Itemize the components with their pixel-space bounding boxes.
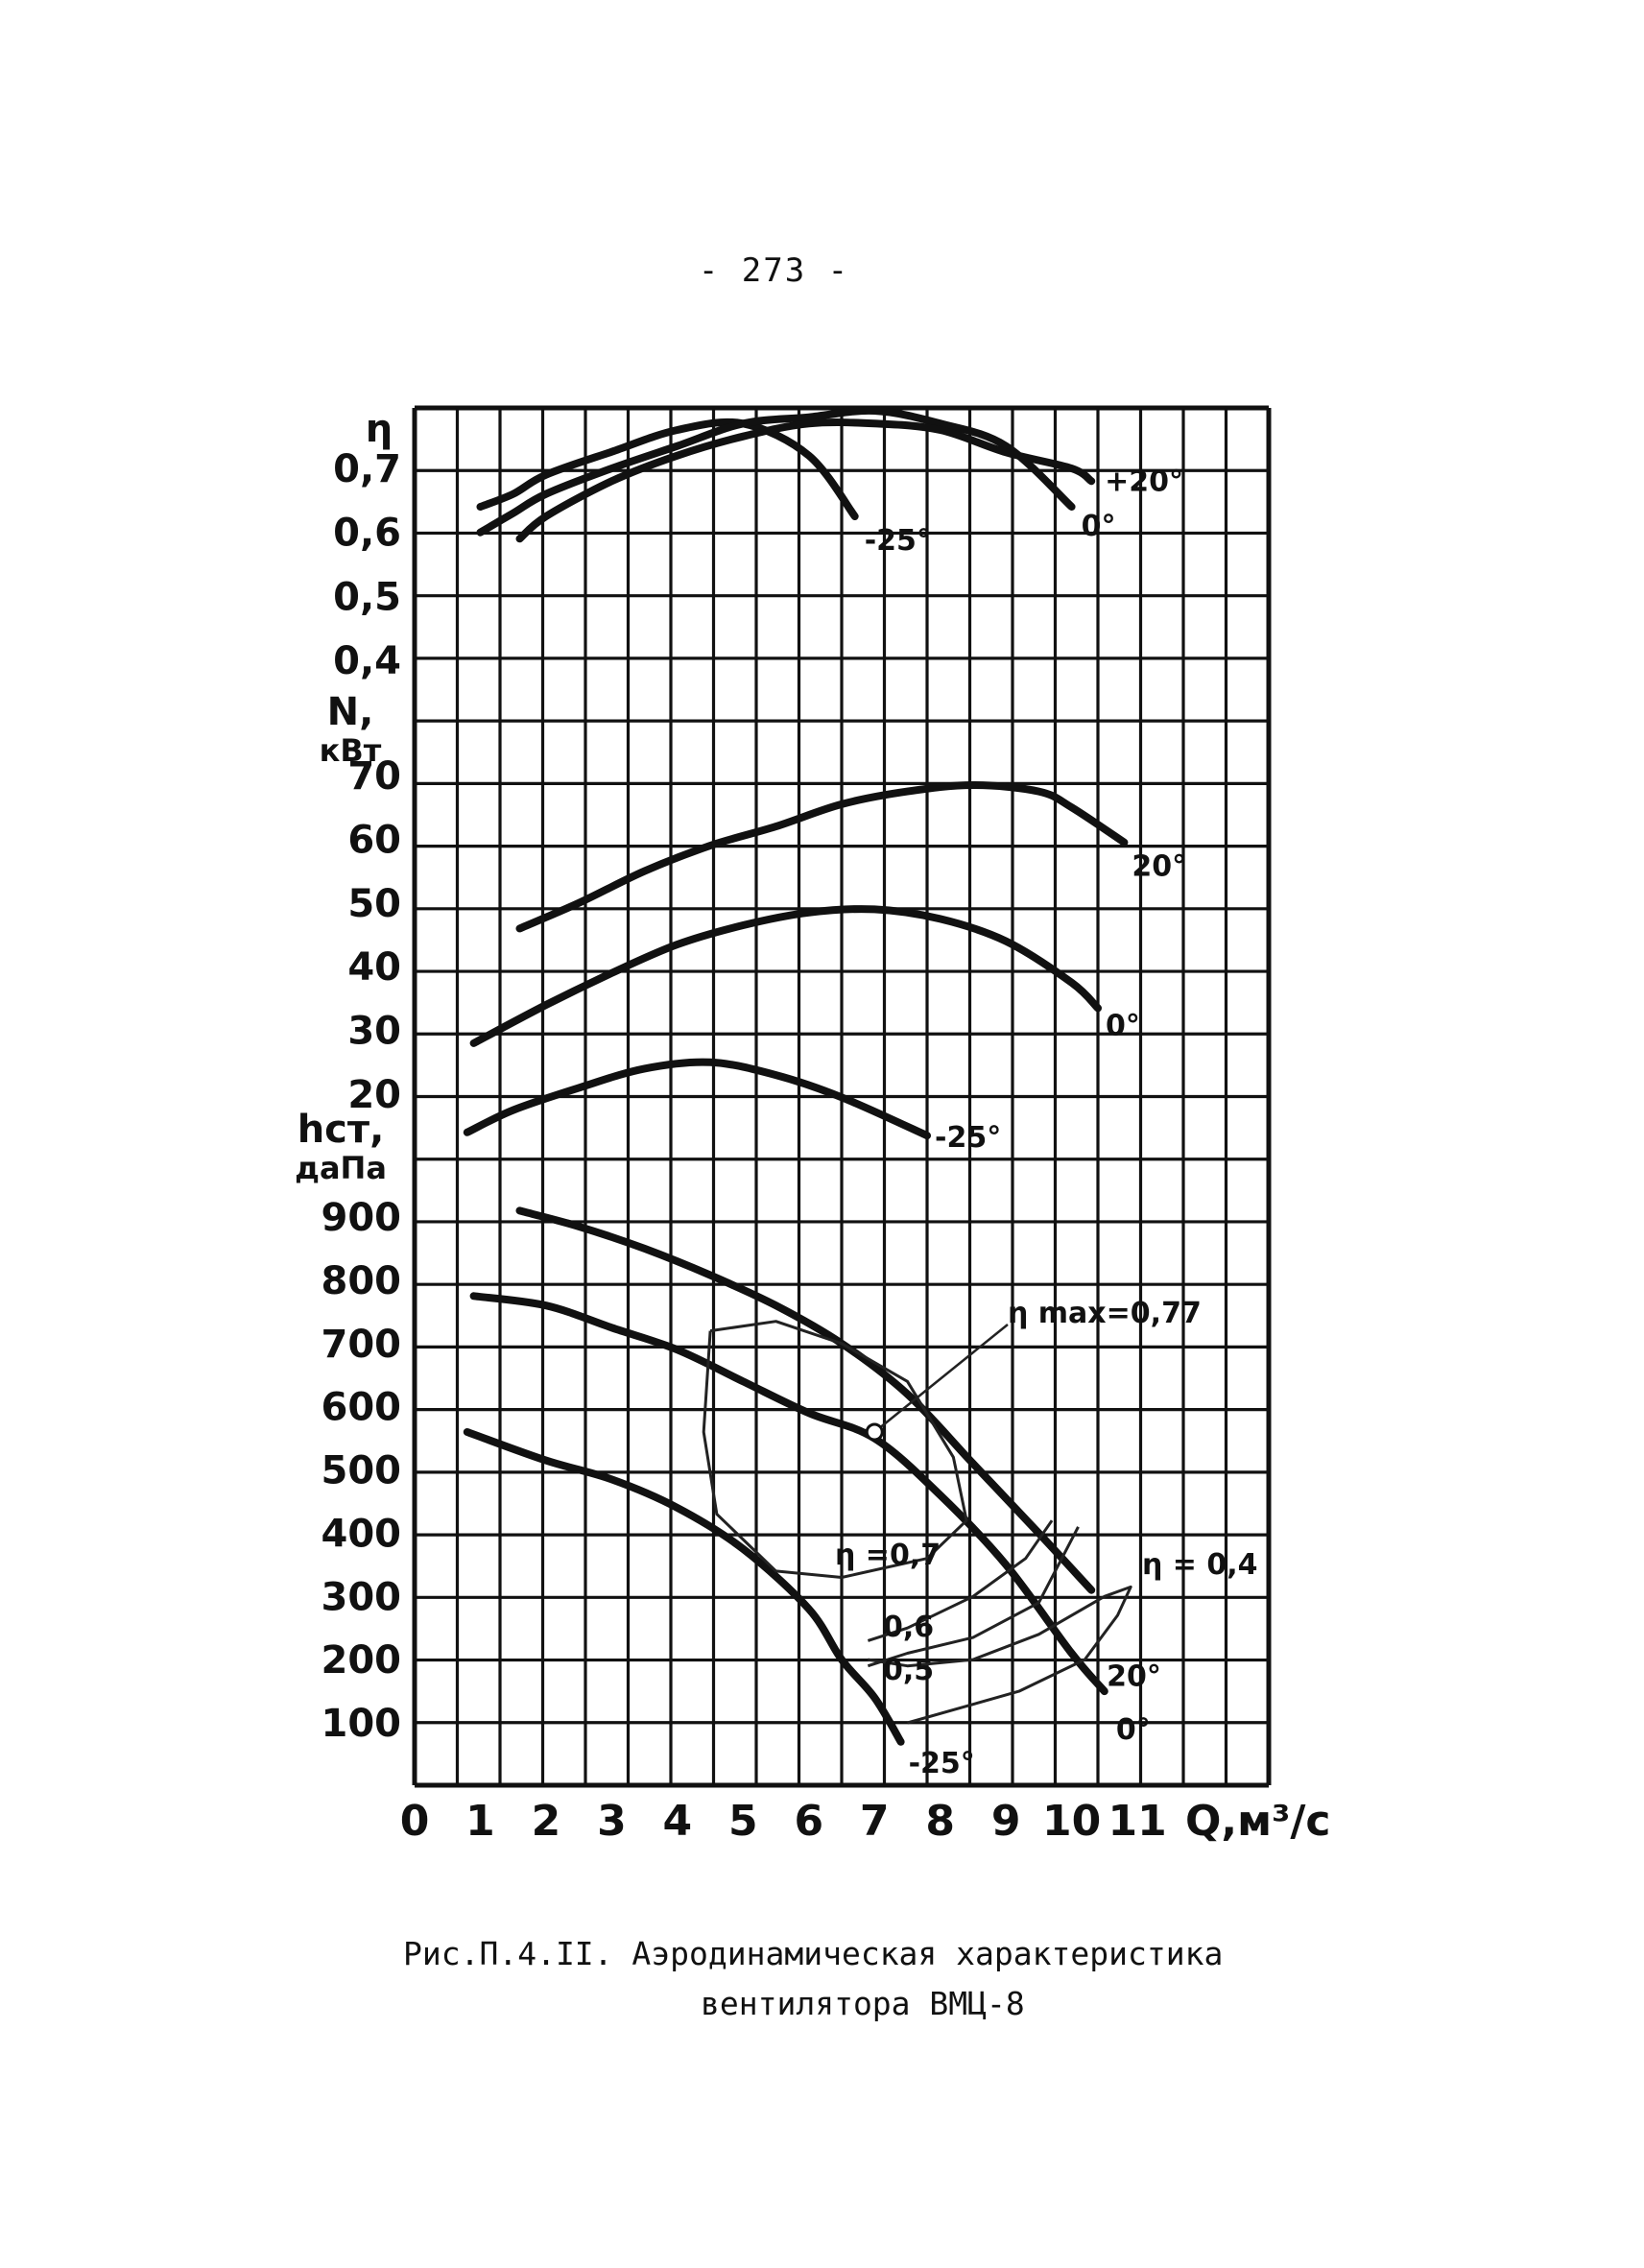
y-axis-label-part: кВт — [320, 732, 382, 769]
series-label-power: 0° — [1106, 1009, 1140, 1042]
y-tick-label-efficiency: 0,6 — [333, 512, 401, 556]
contour-label: η = 0,4 — [1142, 1548, 1258, 1582]
series-label-efficiency: +20° — [1105, 465, 1183, 498]
x-tick-label: 2 — [532, 1797, 561, 1846]
y-tick-label-pressure: 900 — [322, 1196, 402, 1240]
y-axis-label-efficiency: η — [366, 407, 393, 451]
curve-pressure--25° — [463, 1428, 905, 1746]
efficiency-contour — [867, 1526, 1080, 1668]
series-label-pressure: 0° — [1116, 1713, 1151, 1747]
y-axis-label-part: N, — [327, 690, 374, 734]
y-tick-label-pressure: 700 — [322, 1323, 402, 1367]
curve-efficiency-0° — [476, 406, 1076, 537]
y-tick-label-efficiency: 0,7 — [333, 447, 401, 491]
y-tick-label-power: 40 — [347, 945, 401, 990]
series-label-efficiency: -25° — [865, 524, 931, 558]
annotation-leader — [873, 1324, 1009, 1433]
y-tick-label-pressure: 200 — [322, 1638, 402, 1683]
x-tick-label: 9 — [991, 1797, 1021, 1846]
x-tick-label: 4 — [663, 1797, 693, 1846]
series-label-efficiency: 0° — [1082, 510, 1116, 543]
y-axis-label-pressure: hст, даПа — [295, 1108, 387, 1186]
x-tick-label: 7 — [860, 1797, 890, 1846]
efficiency-contour — [702, 1320, 968, 1579]
curve-pressure-0° — [469, 1292, 1108, 1696]
y-axis-label-part: hст, — [298, 1108, 385, 1152]
x-tick-label: 3 — [597, 1797, 627, 1846]
y-tick-label-power: 70 — [347, 754, 401, 799]
y-tick-label-pressure: 800 — [322, 1259, 402, 1303]
x-tick-label: 5 — [728, 1797, 758, 1846]
y-tick-label-power: 60 — [347, 818, 401, 862]
chart-labels: 0 1 2 3 4 5 6 7 8 9 10 11 Q,м³/с 0,7 0,6 0,5 0,4 η -25° 0° +… — [295, 407, 1330, 1846]
x-tick-label: 10 — [1042, 1797, 1101, 1846]
series-label-power: 20° — [1132, 850, 1186, 884]
contour-label: η =0,7 — [835, 1539, 941, 1572]
x-axis-label: Q,м³/с — [1185, 1797, 1331, 1846]
y-axis-label-part: даПа — [295, 1150, 387, 1186]
y-tick-label-power: 20 — [347, 1073, 401, 1117]
y-axis-label-power: N, кВт — [320, 690, 382, 769]
contour-label: 0,5 — [883, 1654, 934, 1687]
caption-line-1: Рис.П.4.II. Аэродинамическая характерист… — [403, 1935, 1224, 1972]
annotation-label: η max=0,77 — [1008, 1297, 1202, 1330]
page-number: - 273 - — [698, 251, 850, 290]
curve-efficiency-+20° — [515, 418, 1096, 543]
chart-grid — [412, 405, 1272, 1788]
y-tick-label-power: 30 — [347, 1010, 401, 1054]
curve-power-0° — [469, 905, 1102, 1047]
series-label-power: -25° — [935, 1121, 1001, 1155]
curve-power-20° — [515, 780, 1129, 933]
y-tick-label-pressure: 300 — [322, 1575, 402, 1619]
curve-efficiency--25° — [476, 418, 859, 520]
curve-power--25° — [463, 1058, 931, 1140]
efficiency-contour — [868, 1585, 1132, 1725]
chart-curves — [463, 406, 1132, 1746]
y-tick-label-pressure: 400 — [322, 1512, 402, 1556]
x-tick-label: 0 — [400, 1797, 430, 1846]
caption-line-2: вентилятора ВМЦ-8 — [701, 1985, 1025, 2022]
x-tick-label: 8 — [925, 1797, 955, 1846]
contour-label: 0,6 — [883, 1611, 934, 1644]
x-tick-label: 1 — [465, 1797, 495, 1846]
y-tick-label-efficiency: 0,4 — [333, 639, 401, 683]
y-tick-label-pressure: 100 — [322, 1702, 402, 1746]
y-tick-label-pressure: 600 — [322, 1386, 402, 1430]
annotation-point — [865, 1422, 884, 1442]
series-label-pressure: -25° — [909, 1747, 975, 1780]
x-tick-label: 6 — [794, 1797, 823, 1846]
y-tick-label-power: 50 — [347, 882, 401, 926]
y-tick-label-efficiency: 0,5 — [333, 575, 401, 619]
series-label-pressure: 20° — [1107, 1660, 1161, 1694]
curve-pressure-20° — [515, 1206, 1096, 1594]
figure-caption: Рис.П.4.II. Аэродинамическая характерист… — [403, 1929, 1363, 2029]
efficiency-contour — [867, 1519, 1054, 1642]
x-tick-label: 11 — [1108, 1797, 1166, 1846]
y-tick-label-pressure: 500 — [322, 1449, 402, 1493]
